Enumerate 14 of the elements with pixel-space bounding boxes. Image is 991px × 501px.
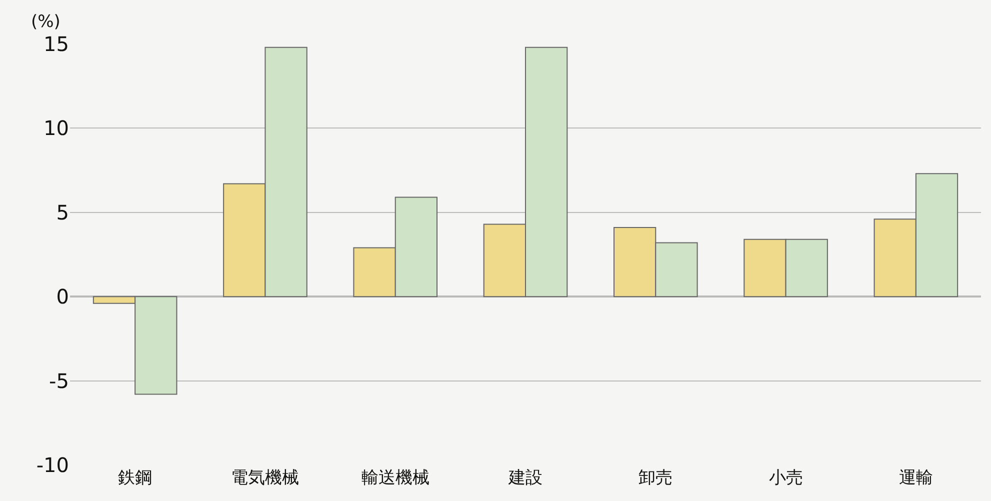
x-tick-label: 建設 (508, 468, 542, 488)
x-tick-label: 運輸 (898, 468, 933, 488)
x-tick-label: 卸売 (638, 468, 673, 488)
x-tick-label: 輸送機械 (361, 468, 430, 488)
x-tick-label: 小売 (768, 468, 803, 488)
y-tick-label: 0 (56, 284, 69, 309)
y-tick-label: -5 (49, 368, 69, 393)
y-tick-label: 15 (44, 32, 69, 56)
y-tick-label: -10 (36, 453, 69, 477)
y-tick-label: 5 (56, 200, 69, 224)
x-tick-label: 電気機械 (231, 468, 300, 488)
y-axis-title: (%) (31, 12, 60, 32)
y-tick-label: 10 (44, 116, 69, 140)
x-tick-label: 鉄鋼 (118, 468, 152, 488)
